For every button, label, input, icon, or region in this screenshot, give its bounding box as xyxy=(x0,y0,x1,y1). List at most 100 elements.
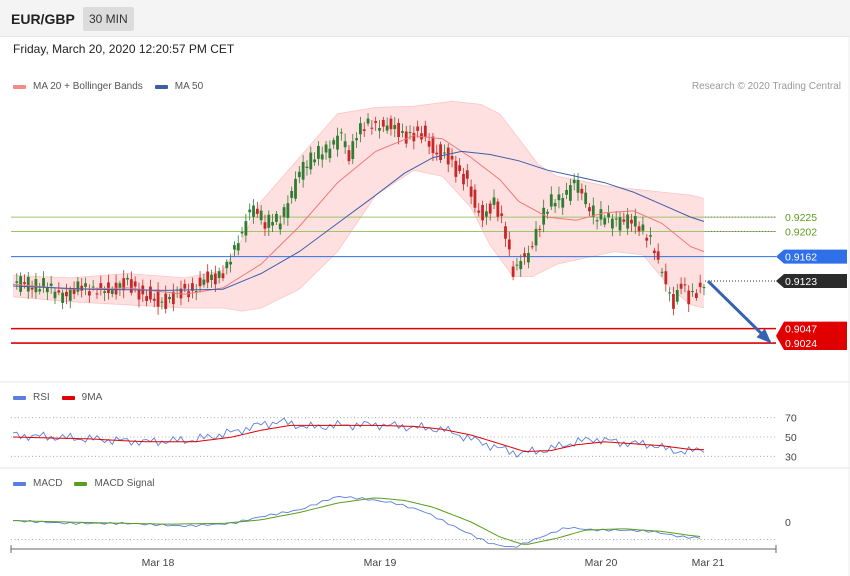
candle-body xyxy=(129,279,133,293)
candle-body xyxy=(187,291,191,298)
candle-body xyxy=(568,185,572,201)
macd-signal-legend-swatch xyxy=(74,481,88,486)
macd-legend-swatch xyxy=(13,481,26,486)
candle-body xyxy=(286,203,290,218)
candle-body xyxy=(126,277,129,280)
candle-body xyxy=(401,131,404,133)
candle-body xyxy=(336,135,339,150)
candle-body xyxy=(523,253,526,257)
candle-body xyxy=(473,189,477,208)
candle-body xyxy=(49,283,53,286)
macd-legend-label: MACD xyxy=(33,478,63,489)
rsi-line xyxy=(12,417,705,458)
candle-body xyxy=(565,189,568,195)
candle-body xyxy=(252,205,255,217)
x-axis-label: Mar 18 xyxy=(142,557,175,569)
candle-body xyxy=(324,144,328,153)
candle-body xyxy=(118,283,122,289)
bollinger-band xyxy=(13,101,704,312)
ma50-legend-swatch xyxy=(154,84,168,89)
candle-body xyxy=(137,289,141,300)
candle-body xyxy=(668,292,672,294)
candle-body xyxy=(198,277,202,287)
candle-body xyxy=(450,155,454,160)
candle-body xyxy=(145,296,149,301)
candle-body xyxy=(599,209,603,220)
candle-body xyxy=(442,152,446,154)
rsi-ma-legend-swatch xyxy=(61,395,75,400)
candle-body xyxy=(553,202,557,207)
candle-body xyxy=(656,251,660,260)
candle-body xyxy=(492,197,496,205)
candle-body xyxy=(317,145,320,159)
candle-body xyxy=(332,140,336,145)
candle-body xyxy=(374,121,378,123)
candle-body xyxy=(65,291,68,297)
candle-body xyxy=(427,140,431,147)
candle-body xyxy=(603,218,607,225)
candle-body xyxy=(595,220,599,222)
last-price-tag xyxy=(776,274,847,289)
candle-body xyxy=(458,165,462,172)
candle-body xyxy=(633,215,637,227)
timeframe-button[interactable]: 30 MIN xyxy=(83,7,134,31)
candle-body xyxy=(446,147,450,165)
candle-body xyxy=(263,222,267,229)
candle-body xyxy=(549,194,553,207)
candle-body xyxy=(328,148,332,159)
candle-body xyxy=(366,118,370,124)
candle-body xyxy=(694,293,698,298)
candle-body xyxy=(267,214,271,228)
candle-body xyxy=(454,160,458,177)
candle-body xyxy=(259,210,263,221)
candle-body xyxy=(271,221,275,226)
macd-line xyxy=(12,496,701,548)
candle-body xyxy=(225,261,229,269)
candle-body xyxy=(99,283,103,289)
price-legend: MA 20 + Bollinger Bands MA 50 xyxy=(13,81,215,92)
forecast-arrow-head xyxy=(756,328,772,344)
ma20-legend-swatch xyxy=(13,84,26,89)
candle-body xyxy=(664,271,668,285)
candle-body xyxy=(618,217,622,231)
candle-body xyxy=(72,289,76,294)
candle-body xyxy=(23,282,26,284)
candle-body xyxy=(240,232,244,234)
candle-body xyxy=(465,170,469,179)
candle-body xyxy=(45,287,49,293)
candle-body xyxy=(507,239,511,250)
candle-body xyxy=(103,291,107,293)
candle-body xyxy=(504,226,507,239)
candle-body xyxy=(233,245,236,250)
candle-body xyxy=(221,273,225,279)
candle-body xyxy=(210,274,213,280)
candle-body xyxy=(607,213,610,218)
ma50-line xyxy=(12,150,705,291)
candle-body xyxy=(630,219,633,224)
candle-body xyxy=(362,129,366,131)
candle-body xyxy=(626,214,630,229)
candle-body xyxy=(698,282,702,288)
candle-body xyxy=(538,228,542,230)
candle-body xyxy=(530,246,534,248)
candle-body xyxy=(675,290,679,302)
candle-body xyxy=(511,266,515,277)
candle-body xyxy=(53,291,57,299)
candle-body xyxy=(351,141,355,159)
support-tag xyxy=(776,321,847,351)
ma50-legend-label: MA 50 xyxy=(174,81,204,92)
macd-signal-line xyxy=(12,497,701,545)
candle-body xyxy=(679,283,683,289)
ma20-line xyxy=(12,135,705,295)
candle-body xyxy=(439,144,442,161)
candle-body xyxy=(297,171,301,178)
candle-body xyxy=(68,289,72,301)
candle-body xyxy=(534,228,538,246)
level-label-0.9047: 0.9047 xyxy=(785,324,817,336)
rsi-ma-legend-label: 9MA xyxy=(81,392,103,403)
ma20-legend-label: MA 20 + Bollinger Bands xyxy=(33,81,143,92)
candle-body xyxy=(435,152,439,155)
candle-body xyxy=(347,150,351,162)
candle-body xyxy=(614,218,618,220)
